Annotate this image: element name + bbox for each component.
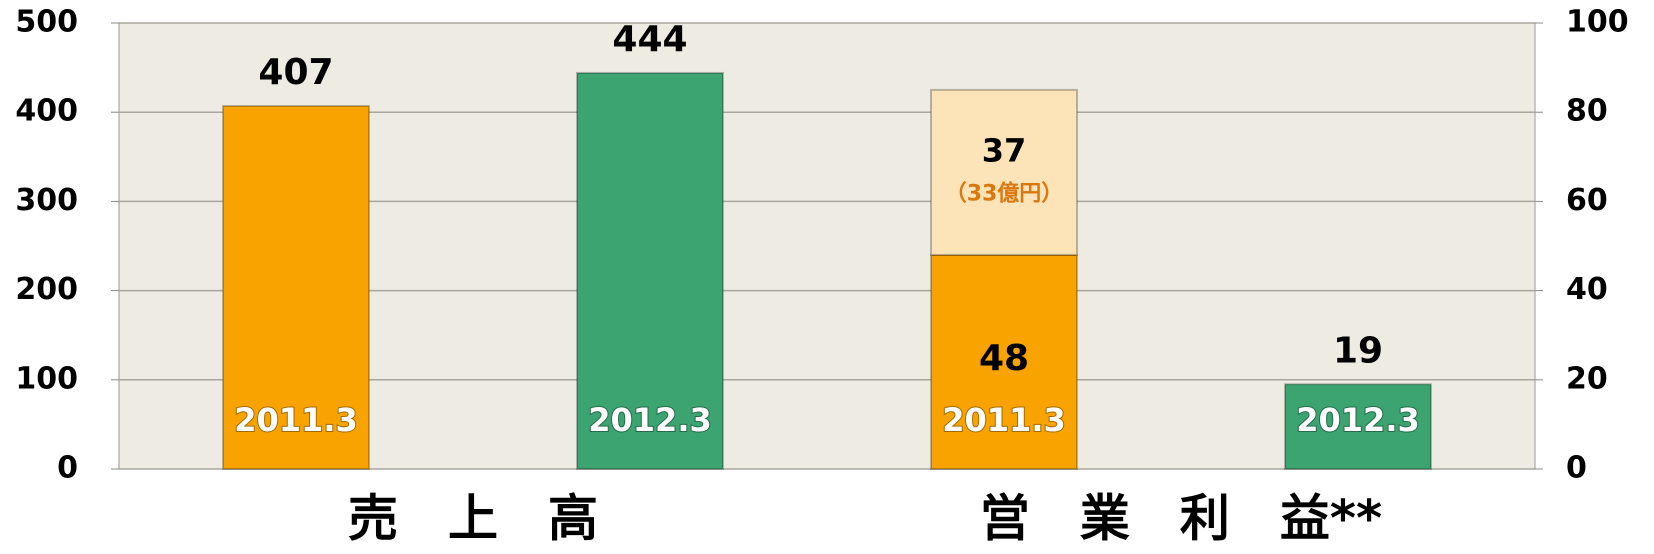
y2-tick-label: 20 [1566, 361, 1608, 396]
group-label: 営 業 利 益** [980, 490, 1382, 548]
y-tick-label: 300 [15, 183, 78, 218]
bar [930, 253, 1078, 470]
y2-tick-label: 100 [1566, 5, 1629, 40]
value-label: 48 [979, 338, 1029, 379]
y-tick-label: 100 [15, 361, 78, 396]
x-tick-label: 2011.3 [942, 401, 1065, 439]
value-label: 19 [1333, 330, 1383, 371]
value-label: 444 [612, 19, 687, 60]
group-label: 売 上 高 [348, 490, 598, 548]
bar [576, 71, 724, 471]
bar [930, 88, 1078, 256]
x-tick-label: 2011.3 [234, 401, 357, 439]
y-tick-label: 500 [15, 5, 78, 40]
bar [222, 104, 370, 471]
x-tick-label: 2012.3 [1296, 401, 1419, 439]
value-label: 37 [982, 131, 1027, 169]
y-tick-label: 0 [57, 451, 78, 486]
y2-tick-label: 40 [1566, 272, 1608, 307]
x-tick-label: 2012.3 [588, 401, 711, 439]
annotation: （33億円） [945, 180, 1064, 206]
y2-tick-label: 80 [1566, 94, 1608, 129]
y-tick-label: 200 [15, 272, 78, 307]
y-tick-label: 400 [15, 94, 78, 129]
value-label: 407 [258, 52, 333, 93]
bar [1284, 383, 1432, 471]
y2-tick-label: 0 [1566, 451, 1587, 486]
y2-tick-label: 60 [1566, 183, 1608, 218]
